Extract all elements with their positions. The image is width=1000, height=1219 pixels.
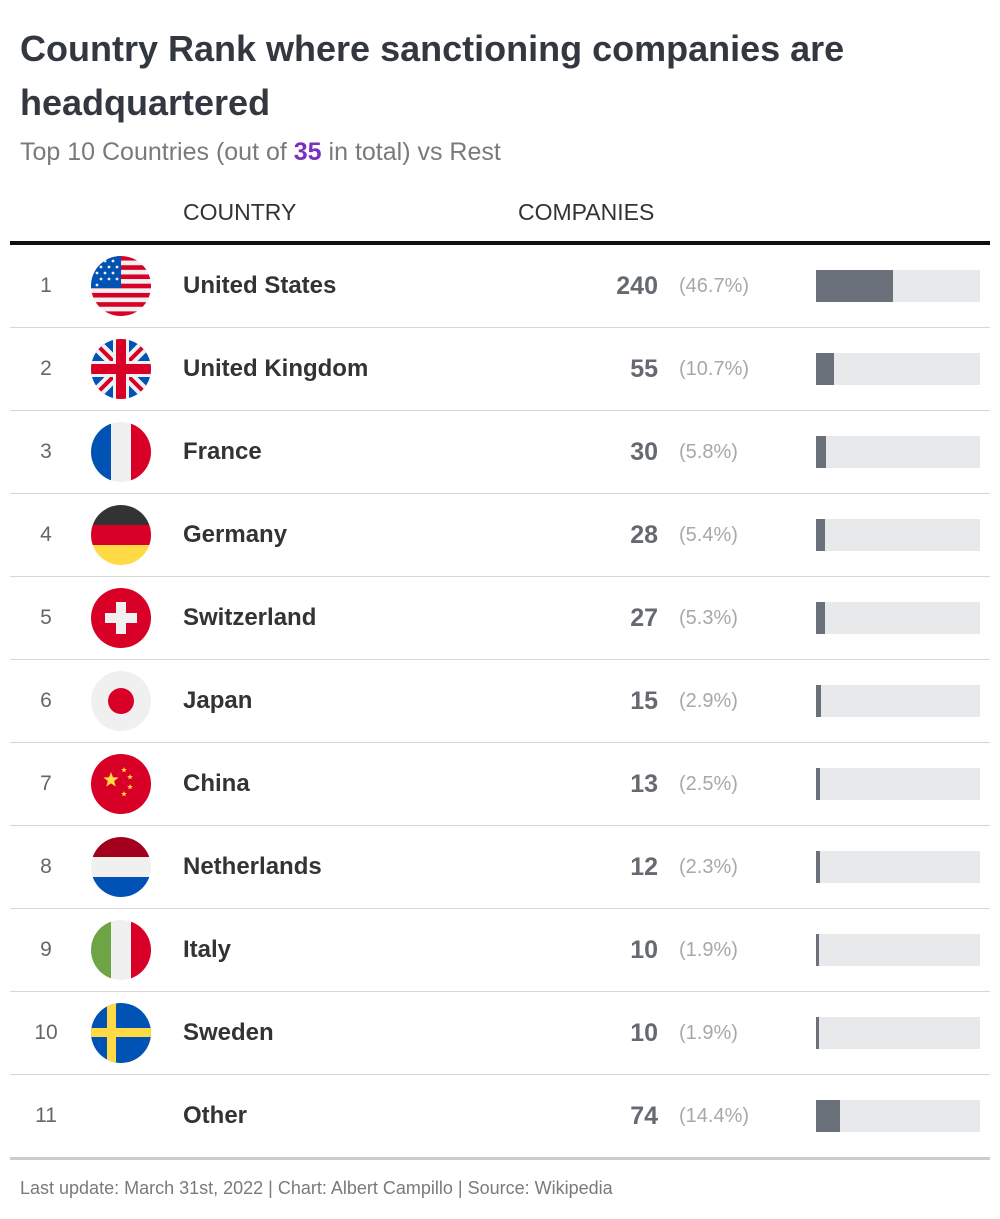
row-percent-label: (5.8%) [679, 441, 738, 463]
us-flag-icon [91, 256, 151, 316]
row-bar [816, 270, 893, 302]
row-rank: 4 [40, 523, 52, 546]
row-rank: 11 [35, 1104, 57, 1127]
row-companies-value: 74 [630, 1102, 658, 1130]
row-bar [816, 934, 819, 966]
table-row: 4 Germany 28 (5.4%) [10, 494, 990, 577]
row-country-name: Japan [183, 687, 253, 714]
row-country-name: United States [183, 272, 337, 299]
subtitle: Top 10 Countries (out of 35 in total) vs… [20, 138, 501, 167]
china-flag-icon [91, 754, 151, 814]
table-row: 3 France 30 (5.8%) [10, 411, 990, 494]
table-row: 1 United States 240 (46.7%) [10, 245, 990, 328]
row-country-name: Netherlands [183, 853, 322, 880]
germany-flag-icon [91, 505, 151, 565]
column-header-companies: COMPANIES [518, 199, 655, 225]
table-row: 6 Japan 15 (2.9%) [10, 660, 990, 743]
row-companies-value: 240 [616, 272, 658, 300]
netherlands-flag-icon [91, 837, 151, 897]
row-bar-track [816, 685, 980, 717]
row-bar-track [816, 436, 980, 468]
row-rank: 9 [40, 938, 52, 961]
table-row: 8 Netherlands 12 (2.3%) [10, 826, 990, 909]
table-row: 10 Sweden 10 (1.9%) [10, 992, 990, 1075]
row-bar-track [816, 519, 980, 551]
row-bar [816, 1017, 819, 1049]
row-bar-track [816, 851, 980, 883]
sweden-flag-icon [91, 1003, 151, 1063]
row-percent-label: (2.9%) [679, 690, 738, 712]
row-companies-value: 12 [630, 853, 658, 881]
row-rank: 10 [34, 1021, 58, 1044]
row-bar [816, 685, 821, 717]
row-country-name: China [183, 770, 250, 797]
row-rank: 2 [40, 357, 52, 380]
column-header-country: COUNTRY [183, 199, 297, 225]
row-bar-track [816, 353, 980, 385]
row-percent-label: (46.7%) [679, 275, 750, 297]
subtitle-count: 35 [293, 138, 322, 166]
japan-flag-icon [91, 671, 151, 731]
row-country-name: France [183, 438, 262, 465]
row-bar-track [816, 934, 980, 966]
switzerland-flag-icon [91, 588, 151, 648]
row-bar-track [816, 602, 980, 634]
row-percent-label: (1.9%) [679, 1022, 738, 1044]
italy-flag-icon [91, 920, 151, 980]
row-rank: 6 [40, 689, 52, 712]
row-country-name: Germany [183, 521, 288, 548]
uk-flag-icon [91, 339, 151, 399]
row-country-name: United Kingdom [183, 355, 369, 382]
row-percent-label: (2.5%) [679, 773, 738, 795]
row-country-name: Switzerland [183, 604, 317, 631]
row-country-name: Italy [183, 936, 232, 963]
row-rank: 8 [40, 855, 52, 878]
row-bar [816, 353, 834, 385]
table-row: 9 Italy 10 (1.9%) [10, 909, 990, 992]
header-rule [10, 241, 990, 245]
row-companies-value: 27 [630, 604, 658, 632]
france-flag-icon [91, 422, 151, 482]
row-companies-value: 15 [630, 687, 658, 715]
row-bar [816, 519, 825, 551]
row-bar [816, 1100, 840, 1132]
row-percent-label: (5.3%) [679, 607, 738, 629]
table-row: 11 Other 74 (14.4%) [10, 1075, 990, 1158]
row-rank: 3 [40, 440, 52, 463]
table-body: 1 United States 240 (46.7%) 2 United Kingdom 5… [10, 245, 990, 1158]
table-row: 7 China 13 (2.5%) [10, 743, 990, 826]
table-row: 5 Switzerland 27 (5.3%) [10, 577, 990, 660]
row-country-name: Sweden [183, 1019, 274, 1046]
row-companies-value: 55 [630, 355, 658, 383]
row-percent-label: (1.9%) [679, 939, 738, 961]
row-bar-track [816, 1017, 980, 1049]
row-companies-value: 10 [630, 936, 658, 964]
table-row: 2 United Kingdom 55 (10.7%) [10, 328, 990, 411]
row-companies-value: 30 [630, 438, 658, 466]
subtitle-prefix: Top 10 Countries (out of [20, 138, 294, 166]
row-companies-value: 13 [630, 770, 658, 798]
row-bar-track [816, 270, 980, 302]
row-country-name: Other [183, 1102, 248, 1129]
row-percent-label: (14.4%) [679, 1105, 750, 1127]
footer-rule [10, 1157, 990, 1160]
row-bar-track [816, 1100, 980, 1132]
row-rank: 1 [40, 274, 52, 297]
subtitle-suffix: in total) vs Rest [321, 138, 501, 166]
page-title: Country Rank where sanctioning companies… [20, 28, 845, 123]
row-percent-label: (2.3%) [679, 856, 738, 878]
row-companies-value: 10 [630, 1019, 658, 1047]
row-bar [816, 768, 820, 800]
row-percent-label: (5.4%) [679, 524, 738, 546]
footer-credits: Last update: March 31st, 2022 | Chart: A… [20, 1178, 613, 1198]
row-percent-label: (10.7%) [679, 358, 750, 380]
row-bar-track [816, 768, 980, 800]
row-rank: 5 [40, 606, 52, 629]
row-rank: 7 [40, 772, 52, 795]
row-bar [816, 602, 825, 634]
row-bar [816, 851, 820, 883]
row-bar [816, 436, 826, 468]
row-companies-value: 28 [630, 521, 658, 549]
